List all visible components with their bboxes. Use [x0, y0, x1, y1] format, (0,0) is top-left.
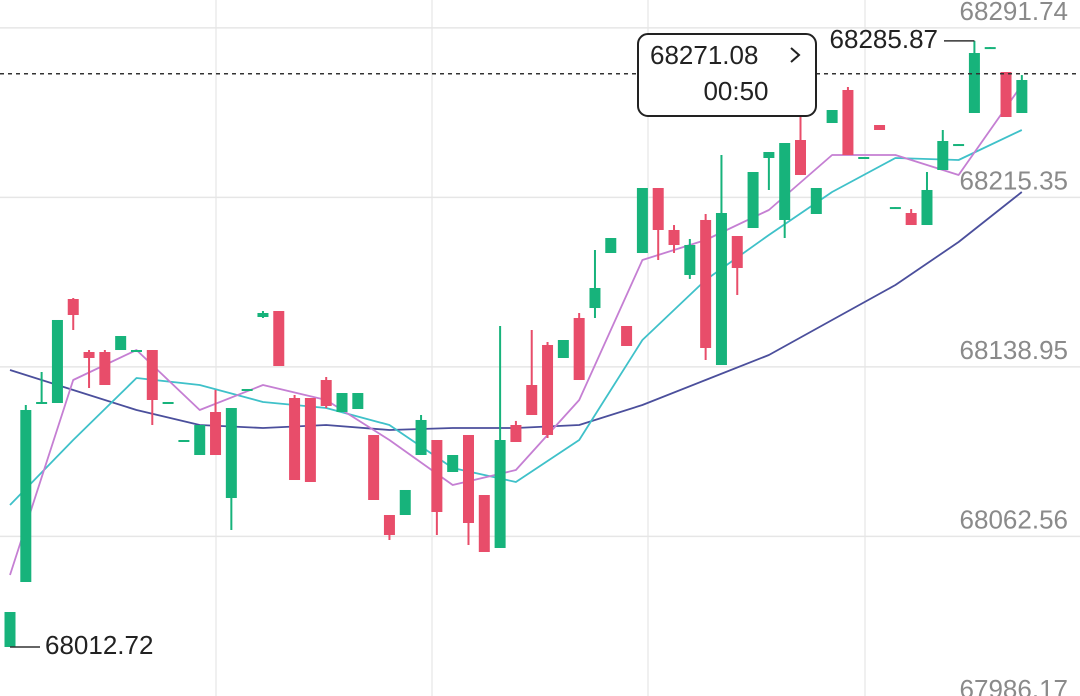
candle-body — [573, 317, 585, 381]
candle-body — [763, 152, 775, 158]
chevron — [790, 47, 801, 63]
candle-body — [510, 425, 522, 443]
candle-body — [415, 419, 427, 456]
candle-body — [731, 236, 743, 269]
candle-body — [51, 319, 63, 403]
candle-body — [1000, 71, 1012, 117]
candle-body — [715, 213, 727, 366]
y-tick-label: 67986.17 — [960, 674, 1068, 696]
candle-body — [526, 385, 538, 415]
candle-body — [304, 398, 316, 483]
price-box-value: 68271.08 — [650, 40, 758, 70]
moving-average-line — [9, 129, 1023, 506]
candle-body — [36, 401, 48, 404]
low-label: 68012.72 — [45, 630, 153, 660]
candle-body — [130, 350, 142, 353]
candle-body — [953, 144, 965, 147]
candle-body — [810, 187, 822, 215]
candle-body — [273, 311, 285, 367]
y-tick-label: 68138.95 — [960, 335, 1068, 365]
candle-body — [4, 612, 16, 647]
candle-body — [494, 440, 506, 548]
candle-body — [747, 171, 759, 229]
price-box — [637, 33, 817, 117]
candle-body — [83, 352, 95, 358]
candles — [4, 40, 1028, 647]
candle-body — [842, 89, 854, 156]
candle-body — [889, 207, 901, 210]
y-tick-label: 68062.56 — [960, 504, 1068, 534]
candle-body — [779, 142, 791, 220]
candle-body — [447, 455, 459, 472]
candle-body — [257, 313, 269, 317]
candle-body — [178, 440, 190, 443]
candle-body — [858, 157, 870, 160]
candle-body — [874, 125, 886, 130]
candle-body — [557, 340, 569, 358]
candle-body — [921, 189, 933, 226]
candle-body — [1016, 80, 1028, 114]
candle-body — [146, 350, 158, 400]
candle-body — [826, 110, 838, 124]
candle-body — [289, 398, 301, 481]
candle-body — [968, 53, 980, 114]
candle-body — [383, 514, 395, 535]
grid — [0, 27, 1080, 538]
candle-body — [621, 326, 633, 346]
candle-body — [668, 229, 680, 245]
candle-body — [194, 425, 206, 456]
candle-body — [700, 219, 712, 348]
candle-body — [399, 489, 411, 515]
candle-body — [210, 412, 222, 456]
y-tick-label: 68291.74 — [960, 0, 1068, 26]
candle-body — [684, 244, 696, 275]
candle-body — [605, 238, 617, 254]
price-box-countdown: 00:50 — [703, 76, 768, 106]
moving-averages — [9, 84, 1023, 576]
candle-body — [478, 495, 490, 553]
candle-body — [352, 393, 364, 410]
candle-body — [67, 299, 79, 315]
candle-body — [636, 187, 648, 254]
candle-body — [984, 47, 996, 50]
candle-body — [99, 352, 111, 386]
candle-body — [795, 140, 806, 175]
moving-average-line — [9, 84, 1023, 576]
moving-average-line — [9, 191, 1023, 431]
candle-body — [20, 410, 32, 583]
candle-body — [652, 187, 664, 230]
candle-body — [589, 287, 601, 309]
candle-body — [542, 344, 554, 435]
candle-body — [241, 388, 253, 391]
candle-body — [320, 380, 332, 406]
candle-body — [225, 408, 237, 499]
candle-body — [336, 393, 348, 413]
candle-body — [162, 401, 174, 404]
candle-body — [937, 141, 949, 171]
candle-body — [431, 440, 443, 513]
candle-body — [115, 336, 127, 351]
y-tick-label: 68215.35 — [960, 165, 1068, 195]
candle-body — [368, 434, 380, 500]
candle-body — [462, 434, 474, 524]
candle-body — [905, 213, 917, 226]
high-label: 68285.87 — [830, 24, 938, 54]
